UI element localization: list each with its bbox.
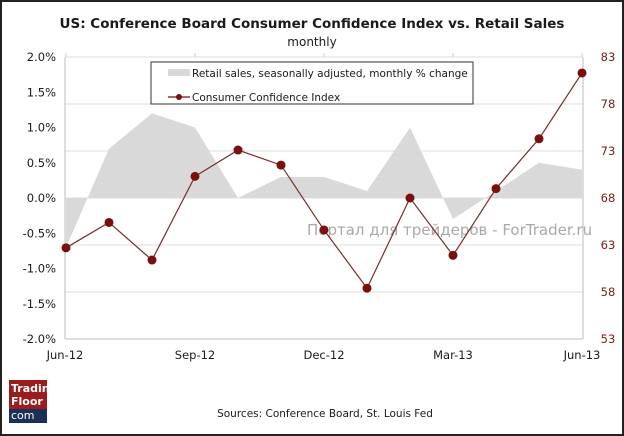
left-tick-label: 0.0% bbox=[27, 191, 56, 205]
plot-border bbox=[64, 53, 584, 340]
legend-label-confidence: Consumer Confidence Index bbox=[192, 92, 340, 104]
retail-sales-area bbox=[66, 113, 582, 248]
legend-swatch-retail bbox=[168, 69, 190, 76]
x-tick-label: Mar-13 bbox=[433, 348, 473, 362]
consumer-confidence-point bbox=[491, 184, 501, 194]
right-tick-label: 83 bbox=[601, 50, 616, 64]
left-tick-label: 2.0% bbox=[27, 50, 56, 64]
retail-sales-area-layer bbox=[66, 113, 582, 248]
left-tick-label: -1.0% bbox=[23, 262, 56, 276]
consumer-confidence-point bbox=[362, 283, 372, 293]
consumer-confidence-point bbox=[319, 225, 329, 235]
logo-red-block bbox=[9, 380, 47, 409]
x-tick-label: Jun-12 bbox=[46, 348, 84, 362]
consumer-confidence-point bbox=[104, 217, 114, 227]
consumer-confidence-point bbox=[61, 243, 71, 253]
consumer-confidence-point bbox=[147, 255, 157, 265]
consumer-confidence-point bbox=[405, 193, 415, 203]
right-tick-label: 58 bbox=[601, 285, 616, 299]
left-tick-label: -2.0% bbox=[23, 332, 56, 346]
logo-line3: com bbox=[11, 409, 35, 422]
left-tick-label: 1.5% bbox=[27, 85, 56, 99]
consumer-confidence-line-layer bbox=[61, 68, 587, 293]
left-axis: 2.0% 1.5% 1.0% 0.5% 0.0% -0.5% -1.0% -1.5% -2.0% bbox=[23, 50, 56, 346]
left-tick-label: -1.5% bbox=[23, 297, 56, 311]
right-tick-label: 68 bbox=[601, 191, 616, 205]
watermark: Портал для трейдеров - ForTrader.ru bbox=[307, 221, 592, 239]
right-tick-label: 73 bbox=[601, 144, 616, 158]
logo-line1: Trading bbox=[11, 382, 58, 395]
consumer-confidence-point bbox=[577, 68, 587, 78]
right-tick-label: 53 bbox=[601, 332, 616, 346]
right-axis: 83 78 73 68 63 58 53 bbox=[601, 50, 616, 346]
tradingfloor-logo: Trading Floor com bbox=[9, 380, 58, 423]
right-tick-label: 63 bbox=[601, 238, 616, 252]
legend-swatch-marker bbox=[176, 94, 182, 100]
x-axis: Jun-12 Sep-12 Dec-12 Mar-13 Jun-13 bbox=[46, 348, 601, 362]
x-tick-label: Dec-12 bbox=[303, 348, 344, 362]
source-note: Sources: Conference Board, St. Louis Fed bbox=[217, 408, 433, 420]
legend: Retail sales, seasonally adjusted, month… bbox=[150, 61, 474, 105]
legend-label-retail: Retail sales, seasonally adjusted, month… bbox=[192, 68, 468, 80]
logo-navy-block bbox=[9, 409, 47, 423]
consumer-confidence-point bbox=[190, 171, 200, 181]
consumer-confidence-point bbox=[534, 134, 544, 144]
left-tick-label: -0.5% bbox=[23, 226, 56, 240]
x-tick-label: Sep-12 bbox=[175, 348, 215, 362]
chart-subtitle: monthly bbox=[287, 35, 336, 49]
x-tick-label: Jun-13 bbox=[563, 348, 601, 362]
logo-line2: Floor bbox=[11, 395, 43, 408]
left-tick-label: 0.5% bbox=[27, 156, 56, 170]
left-tick-label: 1.0% bbox=[27, 121, 56, 135]
consumer-confidence-point bbox=[276, 160, 286, 170]
consumer-confidence-point bbox=[233, 145, 243, 155]
legend-box bbox=[150, 61, 474, 105]
right-tick-label: 78 bbox=[601, 97, 616, 111]
chart-title: US: Conference Board Consumer Confidence… bbox=[60, 16, 565, 32]
consumer-confidence-point bbox=[448, 250, 458, 260]
